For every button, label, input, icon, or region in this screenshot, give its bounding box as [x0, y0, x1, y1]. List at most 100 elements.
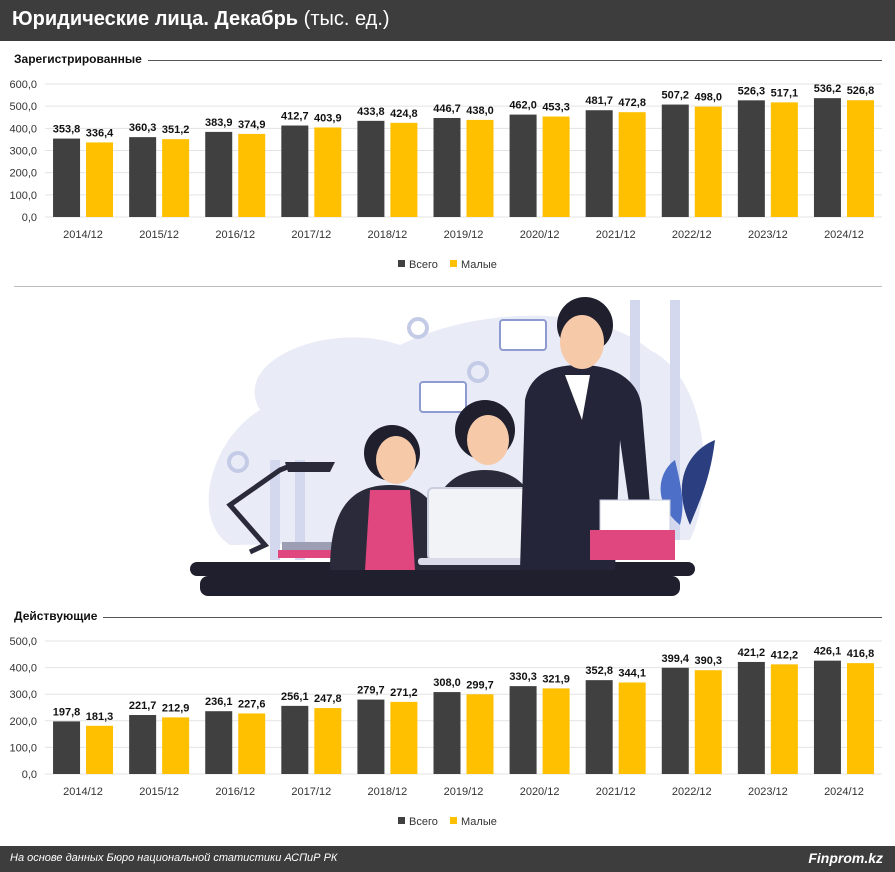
bar-total	[737, 100, 765, 217]
office-illustration	[190, 297, 715, 596]
bar-total	[357, 120, 385, 217]
desk-lamp	[226, 463, 291, 555]
section-title-active: Действующие	[14, 609, 104, 623]
y-tick-label: 300,0	[9, 689, 37, 701]
data-label: 426,1	[814, 646, 842, 658]
y-tick-label: 500,0	[9, 101, 37, 113]
legend-label-total: Всего	[409, 259, 438, 271]
x-tick-label: 2023/12	[748, 229, 788, 241]
x-tick-label: 2014/12	[63, 229, 103, 241]
x-tick-label: 2021/12	[596, 229, 636, 241]
gear-icon	[407, 317, 429, 339]
bar-small	[846, 663, 874, 774]
chart-active: 0,0 100,0 200,0 300,0 400,0 500,0 197,8 181,3 20…	[9, 636, 882, 828]
x-tick-label: 2019/12	[444, 229, 484, 241]
legend-label-total: Всего	[409, 816, 438, 828]
page-title: Юридические лица. Декабрь (тыс. ед.)	[12, 8, 390, 31]
bar-total	[281, 705, 309, 774]
data-label: 383,9	[205, 117, 233, 129]
data-label: 446,7	[433, 103, 461, 115]
source-note: На основе данных Бюро национальной стати…	[10, 852, 338, 864]
x-tick-label: 2020/12	[520, 786, 560, 798]
data-label: 374,9	[238, 119, 266, 131]
data-label: 416,8	[847, 648, 875, 660]
bar-total	[129, 715, 157, 774]
chart-registered: 0,0 100,0 200,0 300,0 400,0 500,0 600,0 353,8 33…	[9, 79, 882, 271]
paper-stack	[590, 530, 675, 560]
data-label: 517,1	[771, 87, 799, 99]
footer-bar: На основе данных Бюро национальной стати…	[0, 846, 895, 872]
gear-icon	[467, 361, 489, 383]
y-tick-label: 400,0	[9, 123, 37, 135]
data-label: 481,7	[585, 95, 613, 107]
bar-small	[86, 142, 114, 217]
data-label: 247,8	[314, 693, 342, 705]
x-tick-label: 2016/12	[215, 786, 255, 798]
y-tick-label: 0,0	[22, 212, 37, 224]
bar-small	[770, 664, 798, 774]
data-label: 507,2	[662, 90, 690, 102]
data-label: 236,1	[205, 696, 233, 708]
data-label: 424,8	[390, 108, 418, 120]
bar-total	[661, 667, 689, 774]
bar-total	[205, 131, 233, 217]
bar-small	[618, 682, 646, 774]
x-tick-label: 2020/12	[520, 229, 560, 241]
bar-small	[694, 106, 722, 217]
chat-bubble-icon	[419, 381, 467, 413]
bar-small	[390, 122, 418, 217]
data-label: 330,3	[509, 671, 537, 683]
x-tick-label: 2015/12	[139, 229, 179, 241]
bar-total	[813, 98, 841, 217]
plant-icon	[681, 440, 715, 525]
bar-total	[357, 699, 385, 774]
data-label: 344,1	[618, 667, 646, 679]
bar-small	[314, 127, 342, 217]
data-label: 336,4	[86, 127, 114, 139]
data-label: 351,2	[162, 124, 190, 136]
separator-top	[14, 286, 882, 287]
data-label: 498,0	[695, 92, 723, 104]
bar-small	[846, 100, 874, 217]
y-tick-label: 200,0	[9, 716, 37, 728]
bar-small	[238, 713, 266, 774]
data-label: 390,3	[695, 655, 723, 667]
data-label: 433,8	[357, 106, 385, 118]
data-label: 212,9	[162, 702, 190, 714]
x-tick-label: 2024/12	[824, 786, 864, 798]
header-bar: Юридические лица. Декабрь (тыс. ед.)	[0, 0, 895, 41]
bar-total	[205, 711, 233, 774]
x-tick-label: 2023/12	[748, 786, 788, 798]
bar-small	[466, 694, 494, 774]
data-label: 279,7	[357, 685, 385, 697]
title-main: Юридические лица. Декабрь	[12, 8, 299, 30]
x-tick-label: 2018/12	[368, 229, 408, 241]
bar-small	[238, 133, 266, 217]
section-rule-registered	[14, 60, 882, 61]
chat-bubble-icon	[499, 319, 547, 351]
bar-total	[661, 104, 689, 217]
data-label: 536,2	[814, 83, 842, 95]
x-tick-label: 2014/12	[63, 786, 103, 798]
y-tick-label: 300,0	[9, 146, 37, 158]
bar-small	[694, 670, 722, 774]
bar-total	[433, 692, 461, 774]
bar-small	[466, 119, 494, 217]
x-tick-label: 2024/12	[824, 229, 864, 241]
y-tick-label: 400,0	[9, 663, 37, 675]
data-label: 221,7	[129, 700, 157, 712]
x-tick-label: 2022/12	[672, 229, 712, 241]
x-tick-label: 2017/12	[291, 786, 331, 798]
person-man-standing	[520, 365, 650, 570]
data-label: 472,8	[618, 97, 646, 109]
bar-small	[162, 717, 190, 774]
x-tick-label: 2021/12	[596, 786, 636, 798]
y-tick-label: 600,0	[9, 79, 37, 91]
data-label: 321,9	[542, 673, 570, 685]
bar-small	[162, 139, 190, 217]
y-tick-label: 0,0	[22, 769, 37, 781]
bar-total	[281, 125, 309, 217]
data-label: 227,6	[238, 698, 266, 710]
legend-swatch-small	[450, 260, 457, 267]
data-label: 403,9	[314, 112, 342, 124]
